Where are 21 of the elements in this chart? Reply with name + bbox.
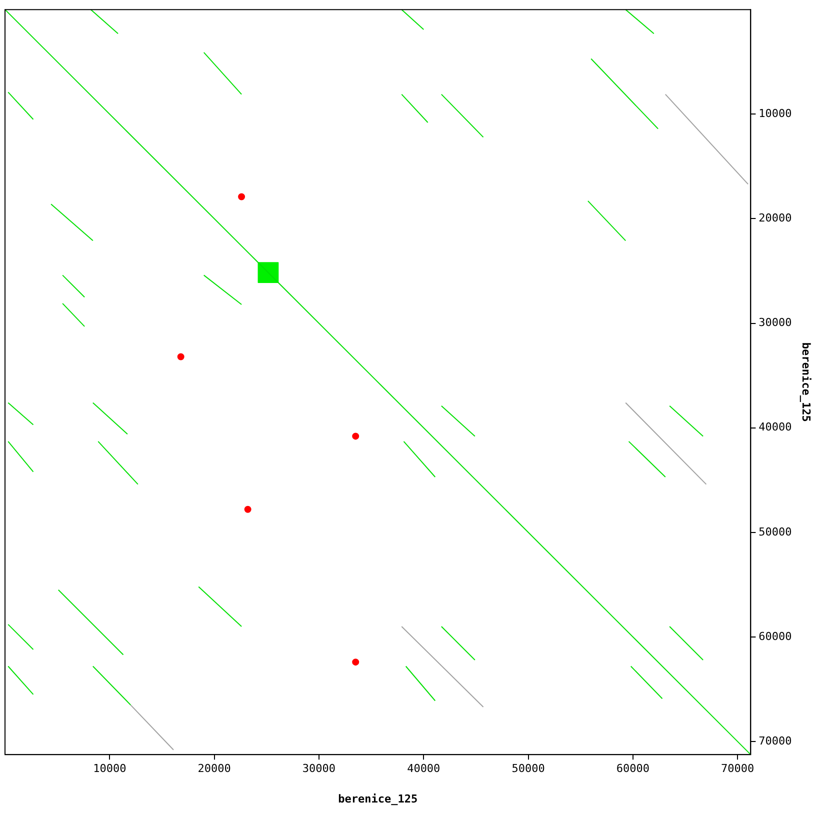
point — [352, 658, 360, 666]
y-tick-label: 40000 — [758, 420, 792, 434]
x-tick-label: 30000 — [302, 762, 336, 776]
point — [244, 506, 252, 513]
y-tick-label: 20000 — [758, 212, 792, 225]
x-tick-label: 50000 — [512, 762, 545, 776]
x-tick-label: 20000 — [198, 762, 231, 776]
y-tick-label: 30000 — [758, 316, 792, 330]
y-tick-label: 60000 — [758, 630, 792, 643]
point — [352, 432, 360, 440]
y-tick-label: 50000 — [758, 525, 792, 538]
point — [177, 353, 184, 360]
x-tick-label: 10000 — [93, 762, 126, 776]
y-tick-label: 10000 — [758, 107, 792, 120]
x-tick-label: 40000 — [407, 762, 440, 776]
y-tick-label: 70000 — [758, 734, 792, 748]
x-tick-label: 60000 — [616, 762, 650, 776]
y-axis-title: berenice_125 — [800, 342, 813, 422]
point — [238, 193, 246, 200]
x-tick-label: 70000 — [721, 762, 754, 776]
x-axis-title: berenice_125 — [338, 792, 418, 806]
